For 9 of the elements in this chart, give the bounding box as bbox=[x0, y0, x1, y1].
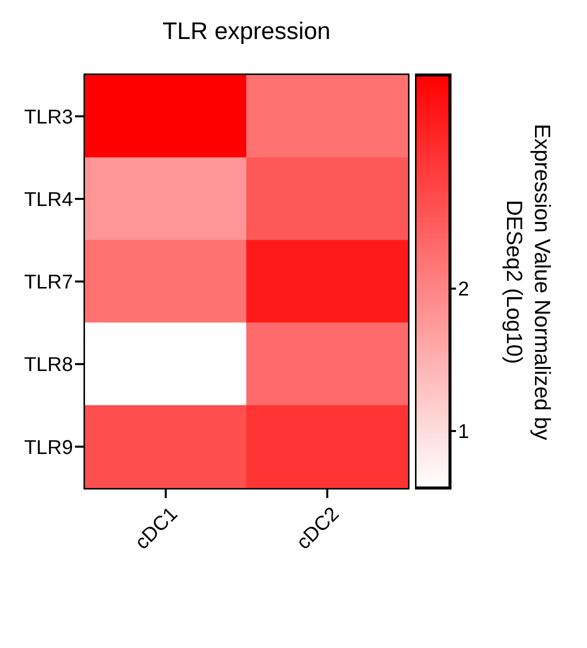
color-bar-title: Expression Value Normalized by DESeq2 (Log10) bbox=[501, 122, 556, 442]
y-tick-label: TLR8 bbox=[24, 354, 73, 376]
color-bar-label: 2 bbox=[458, 278, 470, 301]
y-tick-label: TLR7 bbox=[24, 272, 73, 294]
y-tick-label: TLR3 bbox=[24, 106, 73, 128]
y-tick-label: TLR9 bbox=[24, 436, 73, 459]
chart-title: TLR expression bbox=[161, 18, 332, 46]
color-bar-label: 1 bbox=[458, 421, 470, 444]
y-tick-label: TLR4 bbox=[24, 189, 73, 211]
